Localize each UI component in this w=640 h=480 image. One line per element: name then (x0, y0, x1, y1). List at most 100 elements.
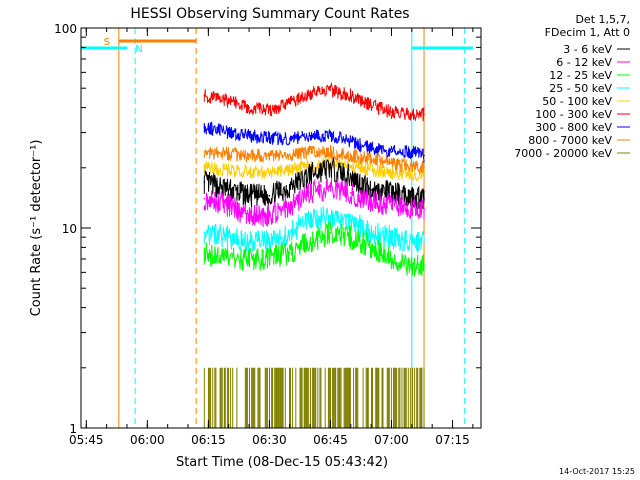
data-point (203, 166, 206, 169)
data-point (309, 191, 311, 194)
data-point (248, 134, 250, 137)
data-point (370, 158, 372, 161)
chart-title: HESSI Observing Summary Count Rates (130, 6, 409, 22)
data-point (349, 236, 352, 238)
data-point (423, 173, 425, 176)
data-point (423, 264, 425, 267)
data-point (423, 207, 425, 210)
data-point (288, 204, 291, 207)
data-point (349, 218, 352, 221)
data-point (411, 194, 413, 197)
y-tick-label: 100 (54, 22, 77, 36)
axes-layer: 05:45 06:00 06:15 06:30 06:45 07:00 07:15 1 10 10… (54, 22, 481, 447)
data-point (390, 162, 393, 165)
data-point (370, 169, 372, 171)
data-point (248, 154, 250, 157)
x-tick-label: 07:00 (374, 433, 409, 447)
data-point (370, 104, 372, 107)
legend-entry-label: 25 - 50 keV (549, 82, 612, 95)
legend-header: Det 1,5,7, (575, 13, 630, 26)
footer-timestamp: 14-Oct-2017 15:25 (559, 467, 635, 476)
legend-header: FDecim 1, Att 0 (545, 26, 630, 39)
data-point (349, 94, 352, 97)
data-point (423, 154, 425, 157)
data-point (329, 186, 332, 188)
data-point (248, 171, 250, 174)
data-point (288, 169, 291, 171)
data-point (370, 189, 372, 191)
data-point (268, 215, 271, 217)
data-point (390, 191, 393, 194)
data-point (423, 241, 425, 243)
legend-entry-label: 300 - 800 keV (535, 121, 612, 134)
data-point (203, 126, 206, 128)
data-point (227, 189, 230, 191)
data-point (288, 137, 291, 140)
data-point (203, 197, 206, 200)
data-point (390, 204, 393, 207)
data-point (309, 151, 311, 153)
x-tick-label: 07:15 (435, 433, 470, 447)
series-line (203, 156, 425, 182)
data-point (411, 241, 413, 243)
data-point (329, 151, 332, 153)
series-layer (203, 81, 425, 428)
series-6-12keV (203, 177, 425, 228)
data-point (248, 194, 250, 197)
data-point (203, 181, 206, 183)
data-point (227, 131, 230, 134)
data-point (248, 241, 250, 243)
series-line (203, 121, 425, 163)
legend-entry-label: 100 - 300 keV (535, 108, 612, 121)
data-point (288, 154, 291, 157)
data-point (203, 94, 206, 97)
data-point (411, 207, 413, 210)
data-point (411, 113, 413, 116)
data-point (268, 137, 271, 140)
data-point (203, 151, 206, 153)
legend-entry-label: 7000 - 20000 keV (514, 147, 612, 160)
legend-entry-label: 6 - 12 keV (556, 56, 612, 69)
data-point (411, 164, 413, 167)
data-point (423, 166, 425, 169)
x-tick-label: 05:45 (69, 433, 104, 447)
x-tick-label: 06:15 (191, 433, 226, 447)
series-line (203, 144, 425, 174)
series-7000-20000keV (203, 367, 425, 428)
x-tick-label: 06:00 (130, 433, 165, 447)
data-point (227, 100, 230, 103)
data-point (370, 201, 372, 203)
data-point (349, 154, 352, 157)
series-12-25keV (203, 221, 425, 278)
data-point (349, 191, 352, 194)
data-point (411, 173, 413, 176)
data-point (370, 246, 372, 249)
data-point (288, 231, 291, 234)
series-line (203, 367, 425, 428)
data-point (349, 140, 352, 143)
data-point (227, 236, 230, 238)
data-point (268, 154, 271, 157)
data-point (309, 241, 311, 243)
y-tick-label: 1 (69, 422, 77, 436)
data-point (329, 231, 332, 234)
x-tick-label: 06:30 (252, 433, 287, 447)
data-point (309, 218, 311, 221)
y-tick-label: 10 (62, 222, 77, 236)
data-point (390, 151, 393, 153)
legend-entry-label: 12 - 25 keV (549, 69, 612, 82)
series-line (203, 157, 425, 209)
data-point (329, 166, 332, 169)
data-point (248, 215, 250, 217)
data-point (227, 204, 230, 207)
data-point (411, 264, 413, 267)
series-300-800keV (203, 121, 425, 163)
data-point (288, 252, 291, 254)
series-3-6keV (203, 157, 425, 209)
data-point (268, 258, 271, 260)
data-point (309, 92, 311, 95)
series-line (203, 221, 425, 278)
data-point (203, 231, 206, 234)
